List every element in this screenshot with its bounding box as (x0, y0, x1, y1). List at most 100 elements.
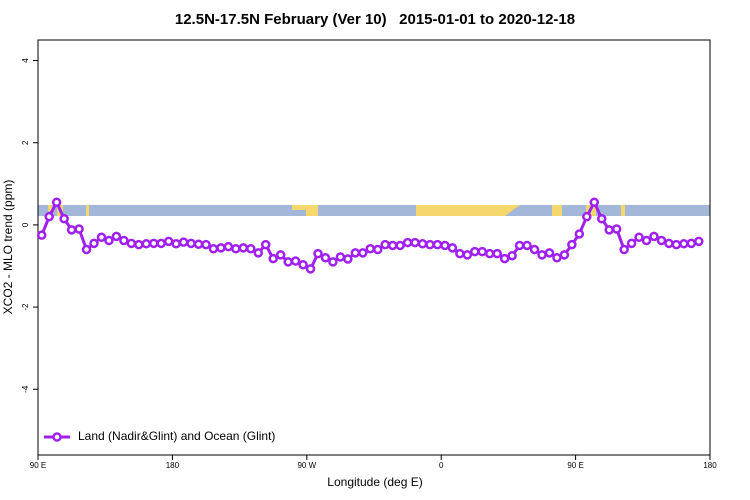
point (559, 250, 570, 260)
point (492, 248, 502, 259)
point (387, 240, 398, 251)
point (582, 211, 592, 222)
x-tick-label: 90 E (567, 461, 583, 470)
point (343, 254, 353, 264)
point (395, 240, 405, 251)
point (589, 197, 600, 208)
point (664, 238, 674, 249)
point (298, 260, 308, 270)
point (455, 248, 465, 259)
point (134, 239, 144, 250)
point (328, 257, 338, 267)
point (649, 231, 659, 242)
point (208, 243, 219, 254)
point (358, 248, 368, 258)
point (380, 239, 390, 250)
point (372, 244, 383, 255)
legend-label: Land (Nadir&Glint) and Ocean (Glint) (78, 429, 275, 443)
point (313, 248, 323, 259)
y-tick-label: -2 (21, 303, 30, 311)
point (186, 238, 196, 249)
point (447, 243, 458, 253)
y-axis-label: XCO2 - MLO trend (ppm) (1, 180, 15, 315)
point (477, 246, 488, 257)
point (44, 211, 54, 222)
point (410, 237, 420, 248)
point (51, 197, 62, 208)
point (148, 238, 159, 249)
point (507, 250, 517, 261)
point (231, 243, 241, 254)
point (499, 253, 510, 264)
land-ocean-strip (38, 205, 710, 216)
point (462, 250, 473, 260)
point (611, 224, 622, 234)
point (104, 235, 114, 246)
point (290, 256, 301, 266)
point (36, 230, 47, 240)
point (350, 248, 361, 258)
x-axis-label: Longitude (deg E) (327, 475, 422, 489)
point (634, 232, 644, 242)
point (470, 246, 480, 257)
point (126, 238, 137, 249)
point (679, 239, 689, 249)
y-tick-label: 2 (21, 140, 30, 145)
point (141, 239, 152, 249)
point (432, 239, 443, 250)
point (537, 250, 547, 260)
point (626, 238, 637, 249)
point (216, 243, 226, 253)
point (59, 213, 69, 224)
point (641, 235, 652, 246)
point (275, 250, 286, 260)
point (365, 243, 376, 254)
point (544, 248, 555, 258)
point (171, 239, 181, 249)
point (178, 237, 189, 247)
point (111, 231, 122, 242)
point (417, 239, 428, 249)
y-tick-label: 0 (21, 222, 30, 227)
chart-title: 12.5N-17.5N February (Ver 10) 2015-01-01… (175, 11, 575, 28)
point (440, 240, 450, 251)
x-tick-label: 180 (166, 461, 180, 470)
point (484, 248, 495, 259)
point (74, 224, 84, 234)
point (694, 236, 704, 247)
plot-frame (37, 39, 711, 456)
point (335, 252, 346, 262)
point (119, 235, 129, 246)
point (268, 253, 278, 264)
legend-marker (52, 432, 62, 442)
point (66, 225, 77, 235)
point (671, 239, 682, 250)
point (425, 239, 435, 250)
point (201, 239, 211, 250)
point (529, 244, 540, 255)
point (567, 239, 577, 250)
point (305, 264, 316, 274)
point (163, 236, 174, 247)
point (260, 239, 271, 250)
point (619, 244, 629, 255)
x-tick-label: 90 E (30, 461, 46, 470)
point (522, 240, 532, 251)
point (193, 239, 204, 249)
point (656, 235, 667, 246)
point (156, 238, 166, 249)
point (283, 257, 293, 267)
point (604, 225, 614, 235)
x-tick-label: 0 (439, 461, 444, 470)
point (320, 253, 331, 263)
y-tick-label: 4 (21, 58, 30, 63)
point (246, 243, 256, 254)
point (402, 237, 413, 248)
point (596, 213, 607, 224)
point (96, 232, 107, 242)
x-tick-label: 180 (703, 461, 717, 470)
point (89, 238, 99, 249)
point (514, 240, 525, 251)
point (223, 241, 234, 252)
